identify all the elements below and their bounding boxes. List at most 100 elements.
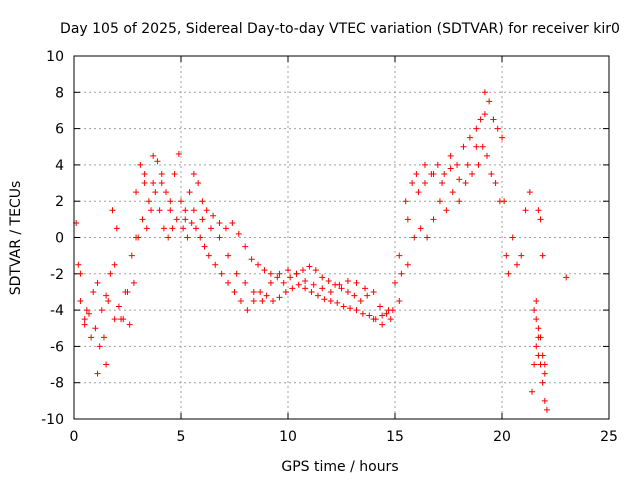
data-point xyxy=(100,334,107,341)
data-point xyxy=(347,305,354,312)
y-axis-label: SDTVAR / TECUs xyxy=(8,181,24,296)
y-tick-label: 8 xyxy=(55,85,64,101)
data-point xyxy=(436,198,443,205)
data-point xyxy=(430,170,437,177)
data-point xyxy=(212,261,219,268)
data-point xyxy=(537,216,544,223)
x-tick-label: 0 xyxy=(70,429,79,445)
data-point xyxy=(377,303,384,310)
data-point xyxy=(111,261,118,268)
data-point xyxy=(396,252,403,259)
data-point xyxy=(370,316,377,323)
data-point xyxy=(535,325,542,332)
data-point xyxy=(248,256,255,263)
x-tick-label: 15 xyxy=(386,429,404,445)
data-point xyxy=(158,180,165,187)
data-point xyxy=(396,298,403,305)
data-point xyxy=(469,170,476,177)
data-point xyxy=(163,189,170,196)
data-point xyxy=(107,270,114,277)
data-point xyxy=(218,270,225,277)
data-point xyxy=(353,279,360,286)
data-point xyxy=(150,180,157,187)
data-point xyxy=(259,298,266,305)
data-point xyxy=(421,161,428,168)
data-point xyxy=(154,158,161,165)
data-point xyxy=(473,143,480,150)
data-point xyxy=(83,307,90,314)
data-point xyxy=(167,207,174,214)
data-point xyxy=(184,234,191,241)
data-point xyxy=(81,316,88,323)
data-point xyxy=(499,134,505,141)
y-tick-label: 0 xyxy=(55,231,64,247)
data-point xyxy=(169,225,176,232)
data-point xyxy=(105,298,112,305)
data-point xyxy=(404,261,411,268)
data-point xyxy=(462,180,469,187)
data-point xyxy=(344,278,351,285)
data-point xyxy=(535,207,542,214)
data-point xyxy=(383,310,390,317)
data-point xyxy=(141,180,148,187)
data-point xyxy=(522,207,529,214)
data-point xyxy=(314,292,321,299)
data-point xyxy=(188,219,195,226)
y-tick-label: -4 xyxy=(50,303,64,319)
y-tick-label: 4 xyxy=(55,158,64,174)
data-point xyxy=(513,261,520,268)
data-point xyxy=(274,274,281,281)
data-point xyxy=(319,285,326,292)
data-point xyxy=(201,243,208,250)
data-point xyxy=(385,307,392,314)
data-point xyxy=(306,263,313,270)
data-point xyxy=(257,288,264,295)
data-point xyxy=(535,334,542,341)
data-point xyxy=(447,152,454,159)
series-track-c xyxy=(83,111,497,377)
data-point xyxy=(299,267,306,274)
data-point xyxy=(539,379,546,386)
data-point xyxy=(528,388,535,395)
data-point xyxy=(533,316,540,323)
data-point xyxy=(263,292,270,299)
data-point xyxy=(509,234,516,241)
data-point xyxy=(282,288,289,295)
data-point xyxy=(541,370,548,377)
x-tick-label: 20 xyxy=(493,429,511,445)
x-tick-label: 10 xyxy=(279,429,297,445)
data-point xyxy=(261,267,268,274)
data-point xyxy=(276,270,283,277)
data-point xyxy=(270,298,277,305)
data-point xyxy=(526,189,533,196)
data-point xyxy=(353,307,360,314)
data-point xyxy=(267,270,274,277)
data-point xyxy=(481,111,488,118)
data-point xyxy=(175,151,182,158)
x-tick-label: 5 xyxy=(177,429,186,445)
y-tick-label: 2 xyxy=(55,194,64,210)
data-point xyxy=(492,180,499,187)
data-point xyxy=(207,225,214,232)
series-track-a xyxy=(73,89,505,328)
data-point xyxy=(156,207,163,214)
data-point xyxy=(505,270,512,277)
data-point xyxy=(77,270,84,277)
plot-frame xyxy=(73,55,610,420)
data-point xyxy=(280,279,287,286)
data-point xyxy=(192,225,199,232)
data-point xyxy=(481,89,488,96)
data-point xyxy=(250,298,257,305)
data-point xyxy=(229,219,236,226)
data-point xyxy=(150,152,157,159)
series-track-b xyxy=(77,143,503,350)
data-point xyxy=(479,143,486,150)
y-tick-label: 10 xyxy=(46,49,64,65)
data-point xyxy=(312,267,319,274)
data-point xyxy=(362,285,369,292)
data-point xyxy=(210,212,217,219)
data-point xyxy=(152,189,159,196)
data-point xyxy=(190,170,197,177)
data-point xyxy=(351,292,358,299)
data-point xyxy=(199,216,206,223)
